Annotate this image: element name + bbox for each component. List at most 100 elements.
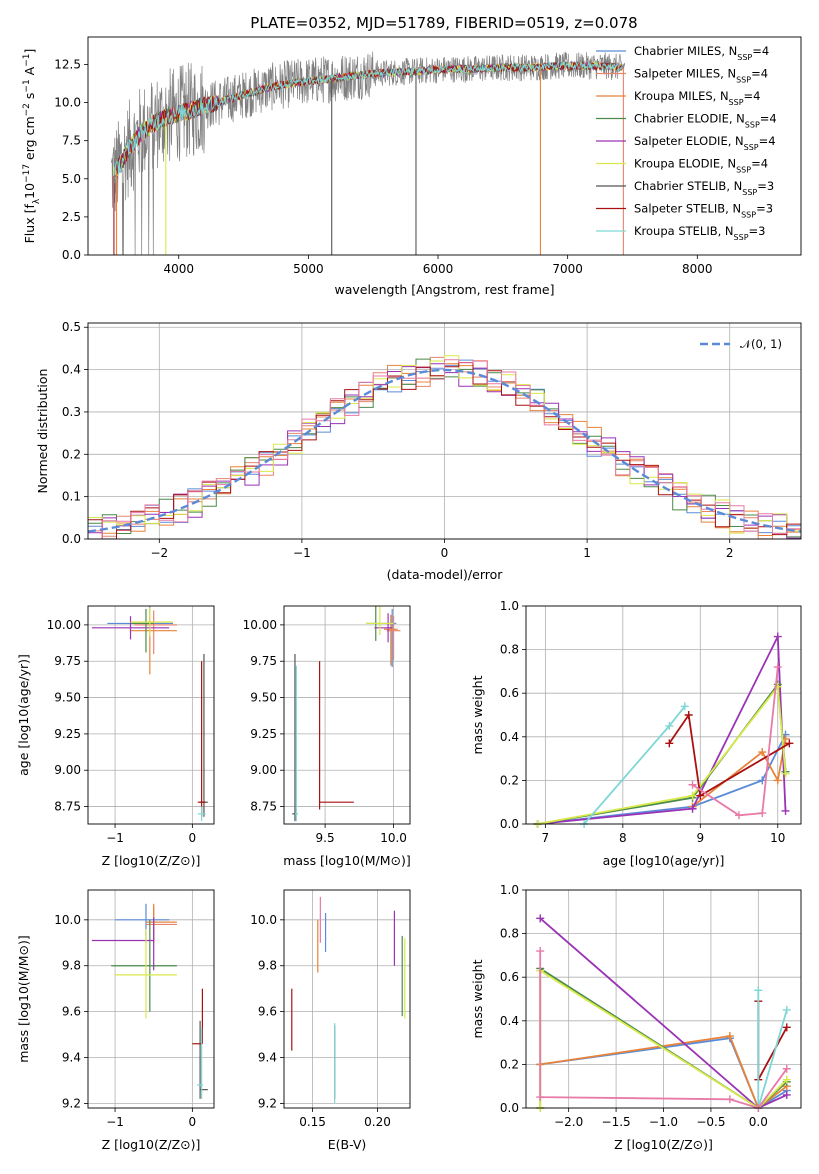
massweight-point-marker — [725, 1032, 734, 1041]
age_vs_Z-ytick-label: 9.50 — [54, 691, 81, 705]
massweight-point-marker — [782, 1023, 791, 1032]
massweight_vs_Z-axes: −2.0 −1.5 −1.0 −0.5 0.0 0.0 0.2 0.4 0.6 0.8 1.0 Z [… — [470, 883, 802, 1152]
spectrum-data-line — [110, 51, 626, 255]
age_vs_mass-ytick-label: 8.75 — [250, 800, 277, 814]
ylabel-part: A — [22, 66, 37, 79]
mass_vs_Z-ytick-label: 9.2 — [62, 1096, 81, 1110]
spectrum-xtick-label: 7000 — [552, 262, 583, 276]
spectrum-axes: 4000 5000 6000 7000 8000 0.0 2.5 5.0 7.5 10.0 12.5… — [22, 36, 802, 297]
residuals-ytick-label: 0.5 — [62, 320, 81, 334]
legend-label: Salpeter ELODIE, NSSP=4 — [634, 134, 776, 152]
age_vs_Z-frame — [87, 605, 215, 825]
massweight-series-line — [668, 712, 790, 798]
massweight_vs_age-ytick-label: 1.0 — [500, 599, 519, 613]
massweight_vs_age-xtick-label: 9 — [696, 831, 704, 845]
mass_vs_Z-ytick-label: 9.4 — [62, 1051, 81, 1065]
residuals-ytick-label: 0.4 — [62, 363, 81, 377]
ylabel-part: −1 — [22, 54, 32, 67]
spectrum-ytick-label: 5.0 — [62, 172, 81, 186]
age_vs_mass-xtick-label: 9.5 — [316, 831, 335, 845]
massweight_vs_age-ytick-label: 0.0 — [500, 817, 519, 831]
mass_vs_Z-ytick-label: 9.6 — [62, 1005, 81, 1019]
massweight_vs_age-ytick-label: 0.6 — [500, 686, 519, 700]
age_vs_mass-xtick-label: 10.0 — [380, 831, 407, 845]
massweight-point-marker — [785, 739, 794, 748]
ylabel-part: ] — [22, 49, 37, 54]
massweight-point-marker — [665, 721, 674, 730]
ylabel-part: λ — [32, 198, 42, 204]
age_vs_mass-ytick-label: 10.00 — [243, 618, 277, 632]
legend-text-main: Salpeter MILES, N — [634, 67, 736, 81]
legend-text-sub: SSP — [736, 165, 751, 174]
spectrum-ytick-label: 2.5 — [62, 210, 81, 224]
massweight_vs_Z-xlabel: Z [log10(Z/Z⊙)] — [614, 1137, 713, 1152]
legend-text-main: Chabrier STELIB, N — [634, 179, 742, 193]
mass_vs_Z-ylabel: mass [log10(M/M⊙)] — [16, 935, 31, 1063]
massweight-series-line — [757, 990, 788, 1108]
legend-text-tail: =3 — [756, 202, 773, 216]
legend-text-tail: =4 — [759, 134, 776, 148]
massweight-series-line — [537, 682, 787, 824]
residuals-xtick-label: 2 — [726, 546, 734, 560]
age_vs_Z-ytick-label: 8.75 — [54, 800, 81, 814]
legend-text-tail: =4 — [751, 67, 768, 81]
gaussian-curve — [88, 368, 801, 533]
legend-text-tail: =4 — [752, 44, 769, 58]
massweight_vs_Z-ylabel: mass weight — [470, 959, 485, 1038]
mass_vs_EBV-xlabel: E(B-V) — [328, 1137, 367, 1152]
massweight_vs_Z-xtick-label: −0.5 — [696, 1115, 725, 1129]
spectrum-xtick-label: 8000 — [682, 262, 713, 276]
mass_vs_Z-xtick-label: −1 — [106, 1115, 124, 1129]
legend-text-tail: =4 — [744, 89, 761, 103]
legend-label: Chabrier MILES, NSSP=4 — [634, 44, 769, 62]
legend-text-main: Kroupa ELODIE, N — [634, 157, 736, 171]
legend-text-tail: =4 — [751, 157, 768, 171]
spectrum-model-line — [113, 61, 623, 181]
legend-text-main: Salpeter ELODIE, N — [634, 134, 744, 148]
legend-text-main: Chabrier MILES, N — [634, 44, 737, 58]
age_vs_mass-ytick-label: 9.75 — [250, 654, 277, 668]
legend-text-sub: SSP — [741, 210, 756, 219]
massweight-series-line — [539, 917, 788, 1108]
mass_vs_Z-ytick-label: 9.8 — [62, 959, 81, 973]
ylabel-part: 10 — [22, 183, 37, 199]
legend-text-main: Kroupa STELIB, N — [634, 224, 734, 238]
spectrum-ytick-label: 7.5 — [62, 134, 81, 148]
ylabel-part: −17 — [22, 164, 32, 183]
residuals-frame — [87, 322, 802, 540]
massweight-point-marker — [782, 1005, 791, 1014]
legend-text-tail: =4 — [760, 112, 777, 126]
massweight-point-marker — [536, 947, 545, 956]
spectrum-ytick-label: 12.5 — [54, 57, 81, 71]
residuals-ytick-label: 0.1 — [62, 490, 81, 504]
age_vs_Z-ytick-label: 9.75 — [54, 654, 81, 668]
residuals-ytick-label: 0.3 — [62, 405, 81, 419]
legend-text-main: Chabrier ELODIE, N — [634, 112, 745, 126]
residual-histogram-series — [88, 355, 801, 534]
massweight_vs_age-xtick-label: 8 — [619, 831, 627, 845]
massweight-point-marker — [688, 780, 697, 789]
spectrum-xtick-label: 6000 — [423, 262, 454, 276]
massweight_vs_Z-ytick-label: 0.8 — [500, 927, 519, 941]
mass_vs_EBV-xtick-label: 0.20 — [364, 1115, 391, 1129]
age_vs_mass-frame — [283, 605, 411, 825]
ylabel-part: erg cm — [22, 116, 37, 164]
massweight-point-marker — [725, 1095, 734, 1104]
age_vs_Z-ytick-label: 9.25 — [54, 727, 81, 741]
age_vs_Z-axes: −1 0 8.75 9.00 9.25 9.50 9.75 10.00 Z [log10(Z/Z… — [16, 605, 215, 868]
legend-label: Chabrier ELODIE, NSSP=4 — [634, 112, 777, 130]
massweight-point-marker — [758, 748, 767, 757]
massweight_vs_age-xtick-label: 7 — [542, 831, 550, 845]
mass_vs_EBV-ytick-label: 9.8 — [258, 959, 277, 973]
massweight-point-marker — [773, 776, 782, 785]
spectrum-ytick-label: 0.0 — [62, 248, 81, 262]
legend-label: Salpeter MILES, NSSP=4 — [634, 67, 768, 85]
legend-text-tail: =3 — [749, 224, 766, 238]
age_vs_mass-ytick-label: 9.00 — [250, 763, 277, 777]
massweight-point-marker — [536, 914, 545, 923]
residuals-ylabel: Normed distribution — [35, 369, 50, 494]
legend-label: Kroupa MILES, NSSP=4 — [634, 89, 760, 107]
massweight_vs_Z-xtick-label: −1.0 — [649, 1115, 678, 1129]
age_vs_mass-ytick-label: 9.25 — [250, 727, 277, 741]
